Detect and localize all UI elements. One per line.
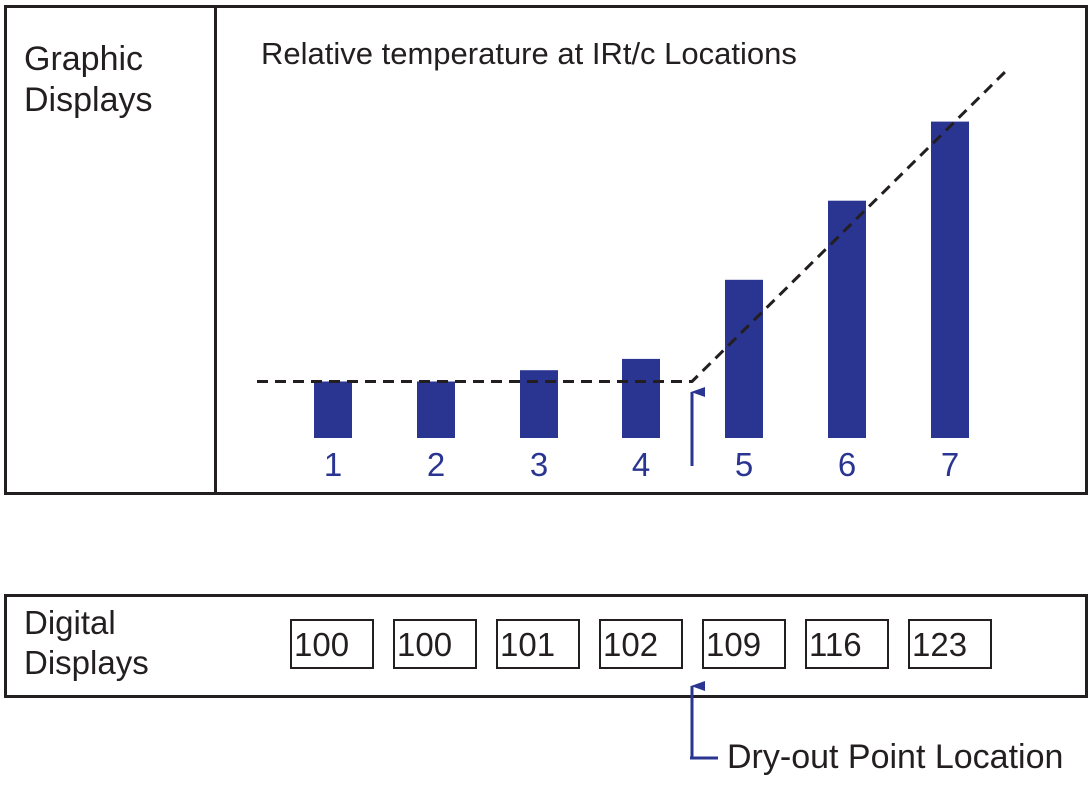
bar-location-5 xyxy=(725,279,763,438)
digital-readout-3: 101 xyxy=(496,619,580,669)
bar-location-7 xyxy=(931,121,969,438)
digital-readout-value: 101 xyxy=(500,626,556,663)
location-label-6: 6 xyxy=(838,446,856,483)
digital-readout-5: 109 xyxy=(702,619,786,669)
location-label-3: 3 xyxy=(530,446,548,483)
graphic-label-line2: Displays xyxy=(24,81,153,119)
location-label-5: 5 xyxy=(735,446,753,483)
graphic-display-panel: Graphic Displays Relative temperature at… xyxy=(4,5,1088,495)
digital-readout-value: 123 xyxy=(912,626,968,663)
digital-displays-label: Digital Displays xyxy=(24,603,194,683)
digital-label-line2: Displays xyxy=(24,644,149,681)
panel-divider xyxy=(214,8,217,492)
digital-readout-value: 102 xyxy=(603,626,659,663)
digital-readout-4: 102 xyxy=(599,619,683,669)
temperature-trend-dashed-line xyxy=(257,69,1008,383)
dry-out-callout-label: Dry-out Point Location xyxy=(727,738,1064,776)
bar-location-1 xyxy=(314,381,352,438)
digital-readout-2: 100 xyxy=(393,619,477,669)
digital-readout-value: 116 xyxy=(809,626,862,663)
chart-title: Relative temperature at IRt/c Locations xyxy=(261,36,797,71)
location-label-1: 1 xyxy=(324,446,342,483)
digital-readout-value: 100 xyxy=(294,626,350,663)
digital-display-panel: Digital Displays 100 100 101 102 109 116… xyxy=(4,594,1088,698)
digital-readout-value: 100 xyxy=(397,626,453,663)
location-label-7: 7 xyxy=(941,446,959,483)
bar-location-6 xyxy=(828,200,866,438)
location-label-2: 2 xyxy=(427,446,445,483)
digital-readout-value: 109 xyxy=(706,626,762,663)
digital-readout-6: 116 xyxy=(805,619,889,669)
digital-readout-7: 123 xyxy=(908,619,992,669)
graphic-label-line1: Graphic xyxy=(24,40,144,78)
bar-location-2 xyxy=(417,381,455,438)
graphic-displays-label: Graphic Displays xyxy=(24,39,204,121)
digital-readout-1: 100 xyxy=(290,619,374,669)
location-label-4: 4 xyxy=(632,446,650,483)
digital-label-line1: Digital xyxy=(24,604,116,641)
bar-location-4 xyxy=(622,358,660,438)
